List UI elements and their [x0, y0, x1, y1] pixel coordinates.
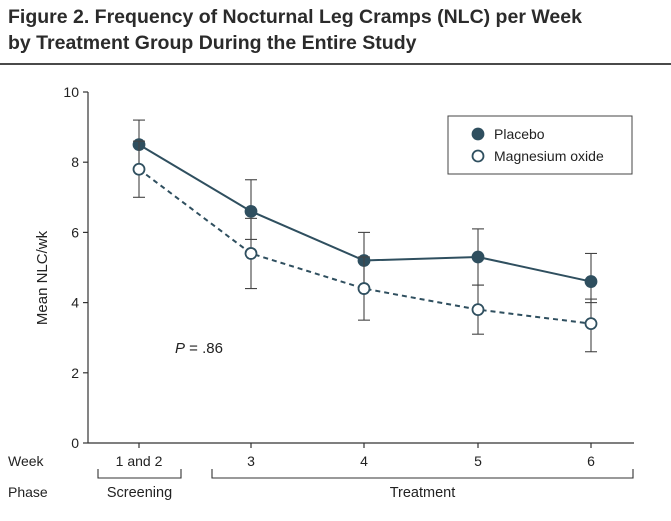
legend: Placebo Magnesium oxide [447, 115, 633, 175]
data-point [132, 162, 146, 176]
title-divider [0, 63, 671, 65]
x-tick-label: 5 [474, 453, 482, 469]
x-tick-label: 4 [360, 453, 368, 469]
phase-bracket [211, 469, 634, 479]
legend-label: Magnesium oxide [494, 148, 604, 164]
data-point [584, 275, 598, 288]
chart-series [132, 119, 598, 353]
y-tick-label: 4 [71, 295, 79, 311]
x-tick-label: 6 [587, 453, 595, 469]
legend-marker [471, 127, 485, 141]
phase-bracket [97, 469, 182, 479]
legend-marker [471, 149, 485, 163]
y-axis-label: Mean NLC/wk [34, 230, 51, 325]
p-value-annotation: P = .86 [175, 340, 223, 357]
y-axis-ticks: 0 2 4 6 8 10 [63, 84, 88, 451]
series-magnesium-oxide [132, 140, 598, 353]
data-point [471, 303, 485, 317]
legend-label: Placebo [494, 126, 545, 142]
y-tick-label: 10 [63, 84, 79, 100]
x-tick-label: 1 and 2 [116, 453, 163, 469]
data-point [357, 282, 371, 295]
week-row-label: Week [8, 453, 45, 469]
x-tick-label: 3 [247, 453, 255, 469]
figure-title-line-1: Figure 2. Frequency of Nocturnal Leg Cra… [8, 6, 582, 28]
p-value-prefix: P [175, 340, 185, 357]
p-value-text: = .86 [185, 340, 223, 357]
x-axis-labels: 1 and 2 3 4 5 6 Week Phase [8, 443, 595, 500]
figure-title-line-2: by Treatment Group During the Entire Stu… [8, 32, 417, 54]
chart-axes [87, 92, 634, 444]
phase-brackets: Screening Treatment [97, 469, 634, 501]
y-tick-label: 0 [71, 435, 79, 451]
y-tick-label: 2 [71, 365, 79, 381]
data-point [244, 247, 258, 260]
series-line [138, 168, 592, 325]
phase-label: Treatment [390, 485, 456, 501]
data-point [244, 204, 258, 218]
y-tick-label: 6 [71, 224, 79, 240]
phase-label: Screening [107, 485, 172, 501]
phase-row-label: Phase [8, 484, 48, 500]
figure-title: Figure 2. Frequency of Nocturnal Leg Cra… [8, 4, 658, 56]
data-point [471, 250, 485, 264]
y-tick-label: 8 [71, 154, 79, 170]
data-point [584, 317, 598, 331]
